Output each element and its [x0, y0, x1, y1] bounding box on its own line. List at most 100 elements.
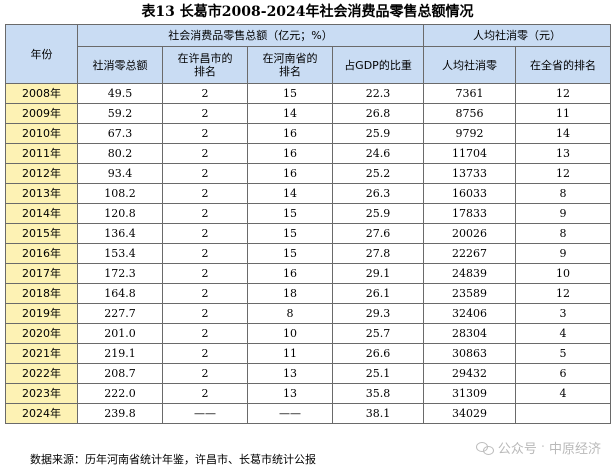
cell-total: 239.8 — [77, 403, 163, 424]
cell-gdp-share: 38.1 — [331, 403, 425, 424]
retail-sales-table: 年份 社会消费品零售总额（亿元；%） 人均社消零（元） 社消零总额 在许昌市的排… — [5, 24, 612, 424]
cell-total: 59.2 — [77, 103, 163, 124]
cell-rank-city: 2 — [162, 223, 248, 244]
cell-total: 208.7 — [77, 363, 163, 384]
cell-gdp-share: 29.1 — [331, 263, 425, 284]
cell-gdp-share: 22.3 — [331, 83, 425, 104]
cell-rank-city: 2 — [162, 143, 248, 164]
cell-total: 80.2 — [77, 143, 163, 164]
cell-rank-province: 16 — [247, 163, 333, 184]
cell-total: 222.0 — [77, 383, 163, 404]
cell-percapita-rank: 5 — [515, 343, 612, 364]
table-row: 2014年 120.8 2 15 25.9 17833 9 — [5, 203, 612, 224]
table-row: 2020年 201.0 2 10 25.7 28304 4 — [5, 323, 612, 344]
cell-percapita: 31309 — [423, 383, 517, 404]
cell-rank-province: 16 — [247, 143, 333, 164]
table-row: 2012年 93.4 2 16 25.2 13733 12 — [5, 163, 612, 184]
cell-gdp-share: 26.1 — [331, 283, 425, 304]
table-row: 2013年 108.2 2 14 26.3 16033 8 — [5, 183, 612, 204]
table-row: 2009年 59.2 2 14 26.8 8756 11 — [5, 103, 612, 124]
cell-year: 2013年 — [5, 183, 78, 204]
cell-percapita: 16033 — [423, 183, 517, 204]
cell-percapita: 24839 — [423, 263, 517, 284]
watermark-account: 公众号 — [497, 442, 537, 457]
cell-percapita-rank: 3 — [515, 303, 612, 324]
cell-percapita-rank: 8 — [515, 223, 612, 244]
table-row: 2021年 219.1 2 11 26.6 30863 5 — [5, 343, 612, 364]
table-row: 2016年 153.4 2 15 27.8 22267 9 — [5, 243, 612, 264]
header-rank-city: 在许昌市的 排名 — [162, 46, 248, 84]
cell-rank-city: 2 — [162, 263, 248, 284]
cell-gdp-share: 25.7 — [331, 323, 425, 344]
cell-rank-province: 8 — [247, 303, 333, 324]
cell-percapita-rank: 14 — [515, 123, 612, 144]
cell-year: 2018年 — [5, 283, 78, 304]
header-percapita: 人均社消零 — [423, 46, 517, 84]
cell-percapita-rank: 6 — [515, 363, 612, 384]
cell-rank-city: 2 — [162, 203, 248, 224]
cell-percapita-rank: 12 — [515, 283, 612, 304]
cell-percapita-rank: 4 — [515, 383, 612, 404]
cell-year: 2010年 — [5, 123, 78, 144]
cell-gdp-share: 26.6 — [331, 343, 425, 364]
cell-total: 120.8 — [77, 203, 163, 224]
watermark-name: 中原经济 — [548, 442, 601, 457]
cell-gdp-share: 35.8 — [331, 383, 425, 404]
cell-gdp-share: 25.9 — [331, 123, 425, 144]
cell-rank-province: 15 — [247, 243, 333, 264]
watermark-separator: · — [540, 440, 545, 455]
cell-rank-province: 10 — [247, 323, 333, 344]
cell-rank-province: 18 — [247, 283, 333, 304]
cell-rank-city: 2 — [162, 323, 248, 344]
header-total: 社消零总额 — [77, 46, 163, 84]
cell-total: 201.0 — [77, 323, 163, 344]
cell-total: 172.3 — [77, 263, 163, 284]
cell-year: 2024年 — [5, 403, 78, 424]
cell-year: 2011年 — [5, 143, 78, 164]
table-row: 2011年 80.2 2 16 24.6 11704 13 — [5, 143, 612, 164]
header-group-retail: 社会消费品零售总额（亿元；%） — [76, 24, 425, 47]
cell-gdp-share: 25.1 — [331, 363, 425, 384]
cell-percapita: 8756 — [423, 103, 517, 124]
cell-rank-city: 2 — [162, 123, 248, 144]
cell-rank-city: 2 — [162, 243, 248, 264]
cell-rank-city: 2 — [162, 343, 248, 364]
cell-rank-city: 2 — [162, 283, 248, 304]
cell-rank-city: 2 — [162, 183, 248, 204]
table-row: 2023年 222.0 2 13 35.8 31309 4 — [5, 383, 612, 404]
cell-rank-province: 13 — [247, 363, 333, 384]
cell-year: 2017年 — [5, 263, 78, 284]
cell-gdp-share: 29.3 — [331, 303, 425, 324]
table-row: 2018年 164.8 2 18 26.1 23589 12 — [5, 283, 612, 304]
cell-percapita: 11704 — [423, 143, 517, 164]
cell-percapita-rank: 10 — [515, 263, 612, 284]
header-group-percapita: 人均社消零（元） — [423, 24, 612, 47]
table-row: 2015年 136.4 2 15 27.6 20026 8 — [5, 223, 612, 244]
cell-percapita-rank — [515, 403, 612, 424]
cell-percapita: 23589 — [423, 283, 517, 304]
cell-gdp-share: 27.6 — [331, 223, 425, 244]
cell-total: 153.4 — [77, 243, 163, 264]
cell-rank-province: 15 — [247, 223, 333, 244]
cell-total: 108.2 — [77, 183, 163, 204]
cell-percapita: 34029 — [423, 403, 517, 424]
wechat-icon — [475, 441, 494, 455]
header-rank-province: 在河南省的 排名 — [247, 46, 333, 84]
cell-year: 2015年 — [5, 223, 78, 244]
cell-percapita-rank: 13 — [515, 143, 612, 164]
cell-percapita: 28304 — [423, 323, 517, 344]
cell-gdp-share: 26.8 — [331, 103, 425, 124]
cell-rank-city: —— — [162, 403, 248, 424]
cell-percapita: 30863 — [423, 343, 517, 364]
header-gdp-share: 占GDP的比重 — [331, 46, 425, 84]
cell-percapita: 13733 — [423, 163, 517, 184]
data-source-note: 数据来源：历年河南省统计年鉴，许昌市、长葛市统计公报 — [30, 453, 316, 466]
cell-year: 2009年 — [5, 103, 78, 124]
cell-year: 2021年 — [5, 343, 78, 364]
cell-total: 67.3 — [77, 123, 163, 144]
cell-percapita: 29432 — [423, 363, 517, 384]
watermark: 公众号 · 中原经济 — [475, 438, 601, 457]
cell-percapita-rank: 9 — [515, 243, 612, 264]
cell-percapita: 32406 — [423, 303, 517, 324]
table-row: 2010年 67.3 2 16 25.9 9792 14 — [5, 123, 612, 144]
